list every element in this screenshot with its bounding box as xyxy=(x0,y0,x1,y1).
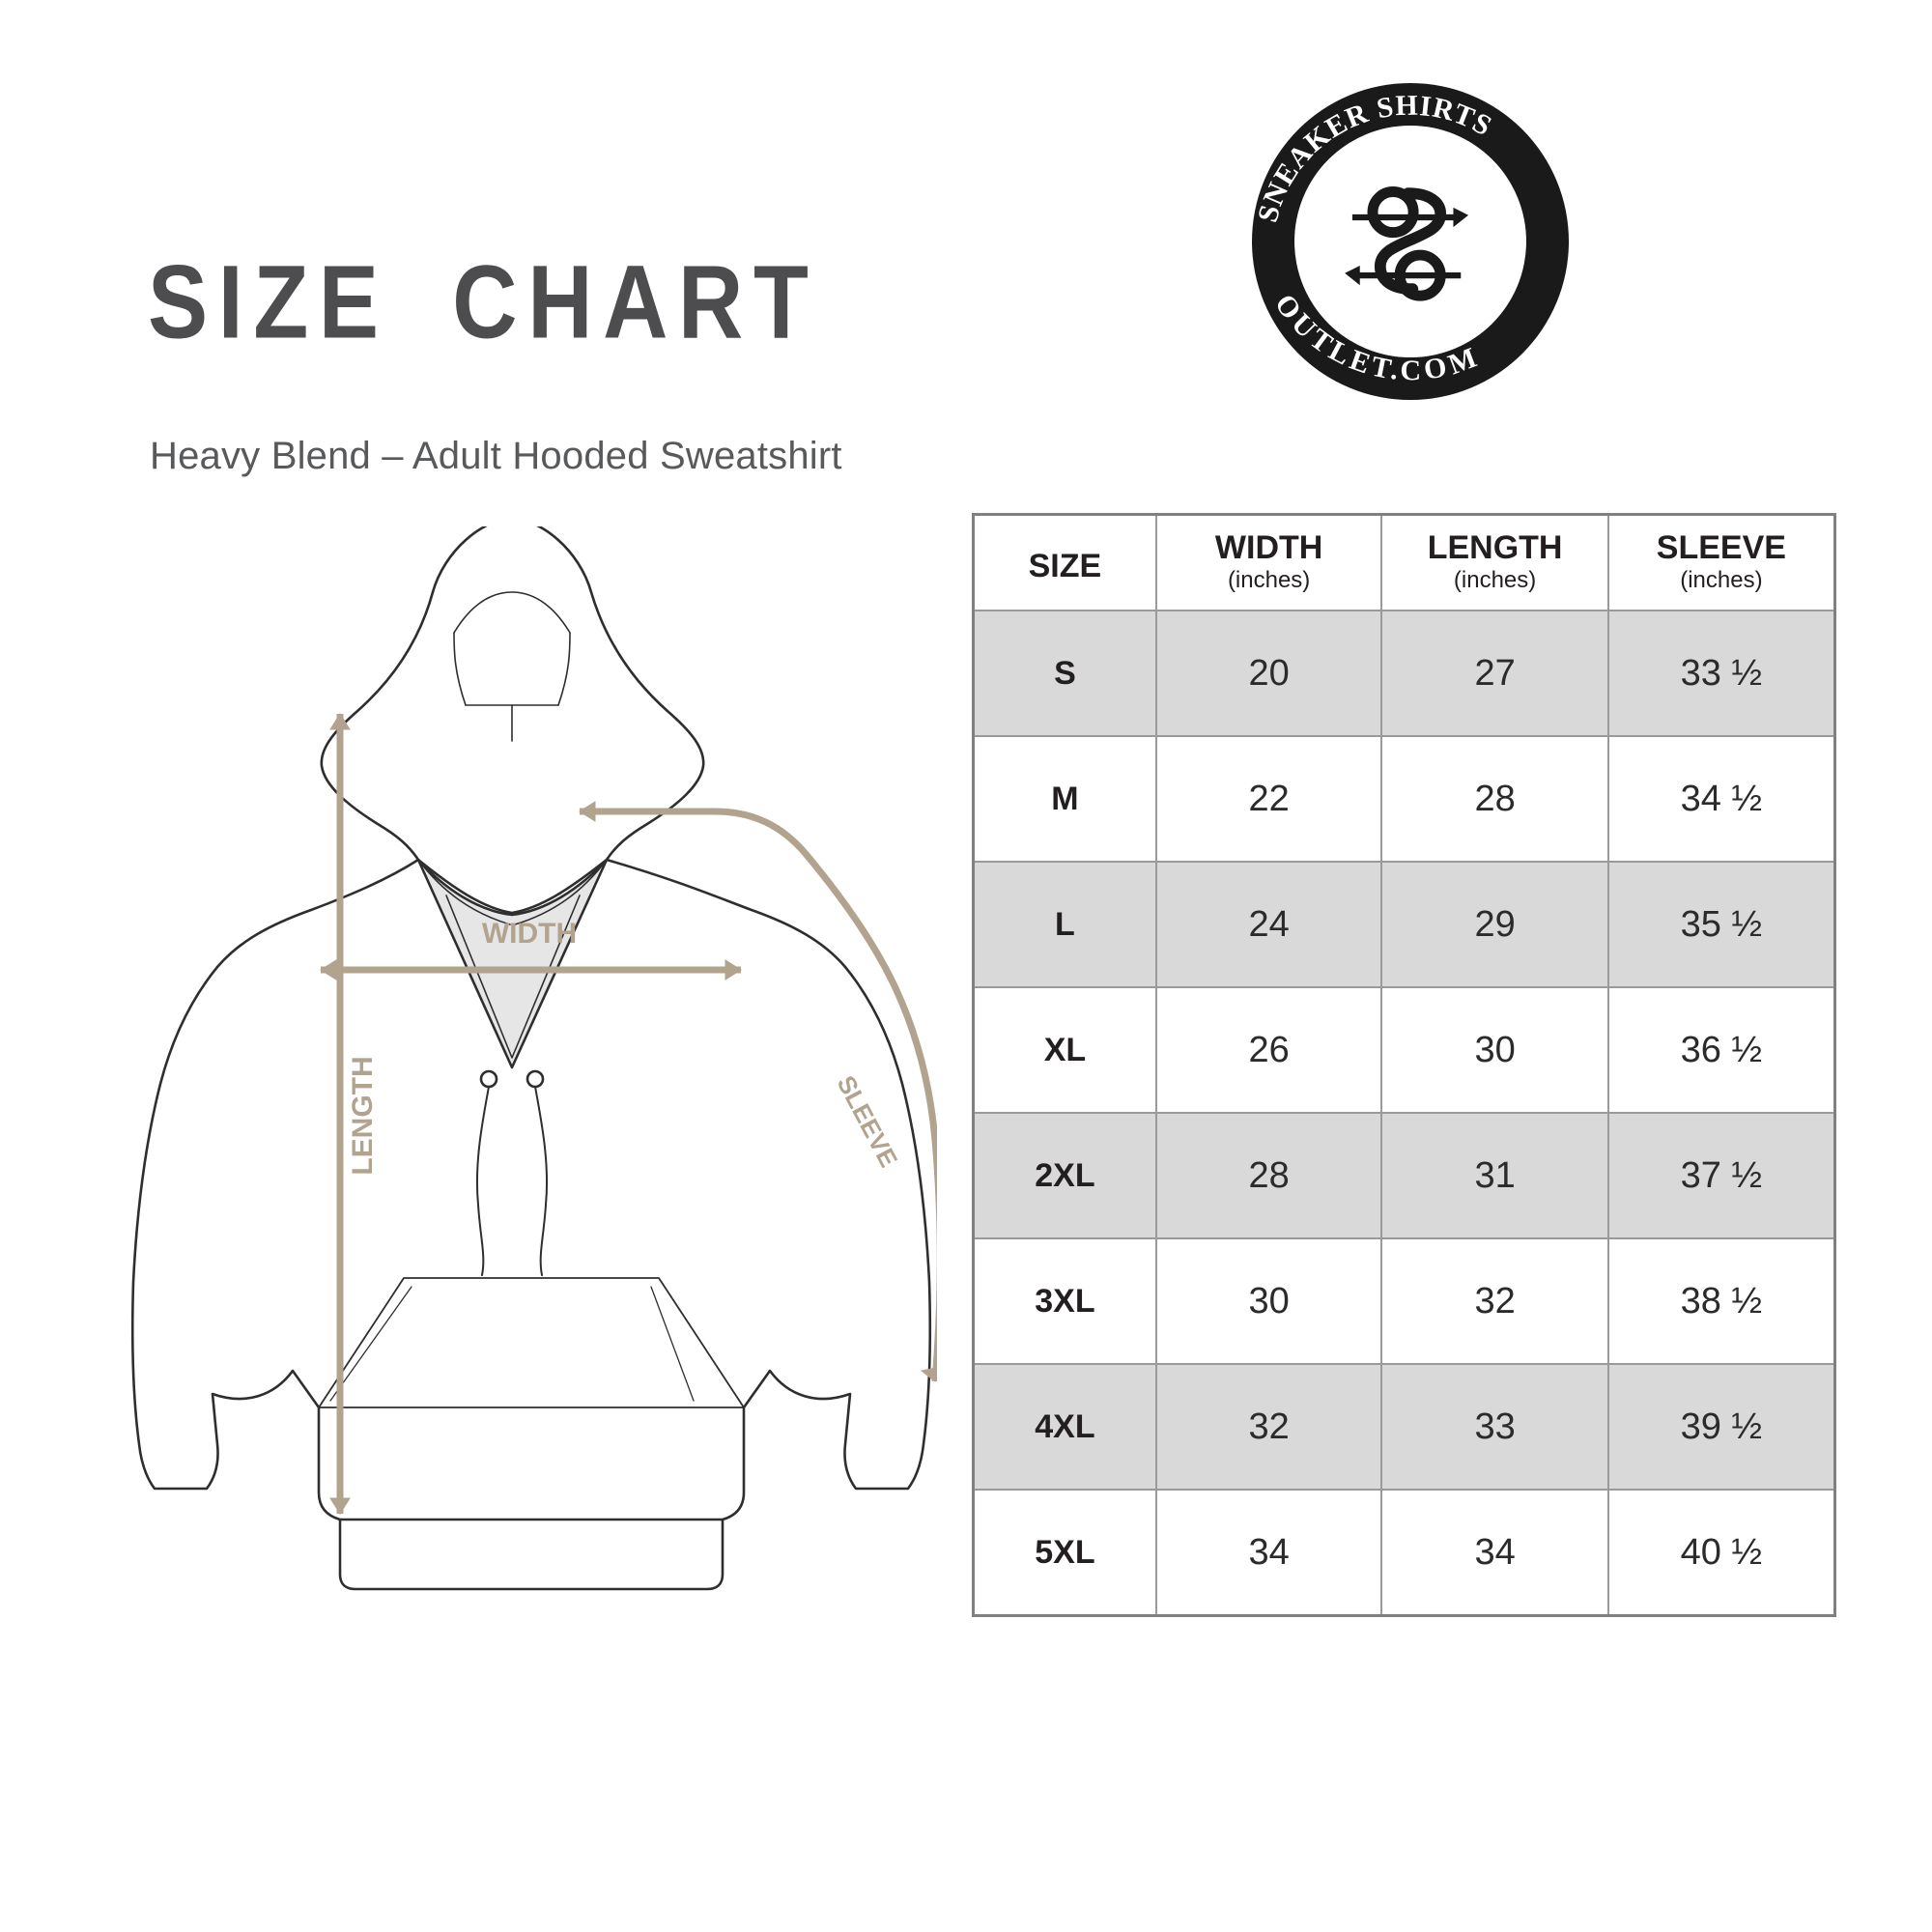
svg-text:SLEEVE: SLEEVE xyxy=(832,1070,904,1172)
svg-text:LENGTH: LENGTH xyxy=(347,1056,379,1175)
svg-text:WIDTH: WIDTH xyxy=(482,918,577,950)
